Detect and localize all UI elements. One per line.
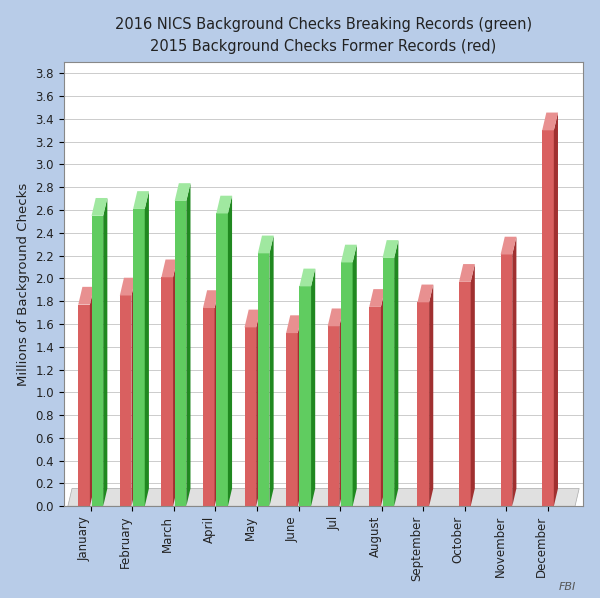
Polygon shape	[394, 240, 398, 507]
Polygon shape	[341, 263, 353, 507]
Polygon shape	[216, 213, 228, 507]
Polygon shape	[228, 196, 232, 507]
Polygon shape	[256, 310, 260, 507]
Polygon shape	[381, 289, 385, 507]
Polygon shape	[554, 112, 558, 507]
Polygon shape	[245, 327, 256, 507]
Polygon shape	[103, 198, 107, 507]
Polygon shape	[203, 308, 215, 507]
Polygon shape	[470, 264, 475, 507]
Title: 2016 NICS Background Checks Breaking Records (green)
2015 Background Checks Form: 2016 NICS Background Checks Breaking Rec…	[115, 17, 532, 54]
Polygon shape	[216, 196, 232, 213]
Polygon shape	[459, 282, 470, 507]
Polygon shape	[68, 489, 579, 507]
Polygon shape	[299, 269, 315, 286]
Polygon shape	[258, 236, 274, 254]
Polygon shape	[215, 290, 219, 507]
Polygon shape	[299, 286, 311, 507]
Polygon shape	[500, 237, 517, 255]
Polygon shape	[286, 315, 302, 333]
Polygon shape	[245, 310, 260, 327]
Polygon shape	[369, 307, 381, 507]
Polygon shape	[429, 285, 433, 507]
Polygon shape	[369, 289, 385, 307]
Polygon shape	[383, 258, 394, 507]
Polygon shape	[133, 191, 149, 209]
Polygon shape	[133, 209, 145, 507]
Polygon shape	[131, 277, 136, 507]
Polygon shape	[203, 290, 219, 308]
Polygon shape	[173, 260, 177, 507]
Polygon shape	[175, 201, 187, 507]
Text: FBI: FBI	[559, 582, 576, 592]
Polygon shape	[500, 255, 512, 507]
Polygon shape	[161, 277, 173, 507]
Polygon shape	[298, 315, 302, 507]
Polygon shape	[311, 269, 315, 507]
Polygon shape	[78, 304, 90, 507]
Polygon shape	[92, 216, 103, 507]
Polygon shape	[286, 333, 298, 507]
Polygon shape	[161, 260, 177, 277]
Polygon shape	[341, 245, 357, 263]
Polygon shape	[187, 183, 190, 507]
Polygon shape	[328, 309, 343, 327]
Polygon shape	[269, 236, 274, 507]
Y-axis label: Millions of Background Checks: Millions of Background Checks	[17, 182, 29, 386]
Polygon shape	[512, 237, 517, 507]
Polygon shape	[340, 309, 343, 507]
Polygon shape	[78, 287, 94, 304]
Polygon shape	[120, 277, 136, 295]
Polygon shape	[145, 191, 149, 507]
Polygon shape	[418, 285, 433, 303]
Polygon shape	[418, 303, 429, 507]
Polygon shape	[542, 112, 558, 130]
Polygon shape	[258, 254, 269, 507]
Polygon shape	[92, 198, 107, 216]
Polygon shape	[120, 295, 131, 507]
Polygon shape	[542, 130, 554, 507]
Polygon shape	[328, 327, 340, 507]
Polygon shape	[90, 287, 94, 507]
Polygon shape	[459, 264, 475, 282]
Polygon shape	[175, 183, 190, 201]
Polygon shape	[383, 240, 398, 258]
Polygon shape	[353, 245, 357, 507]
